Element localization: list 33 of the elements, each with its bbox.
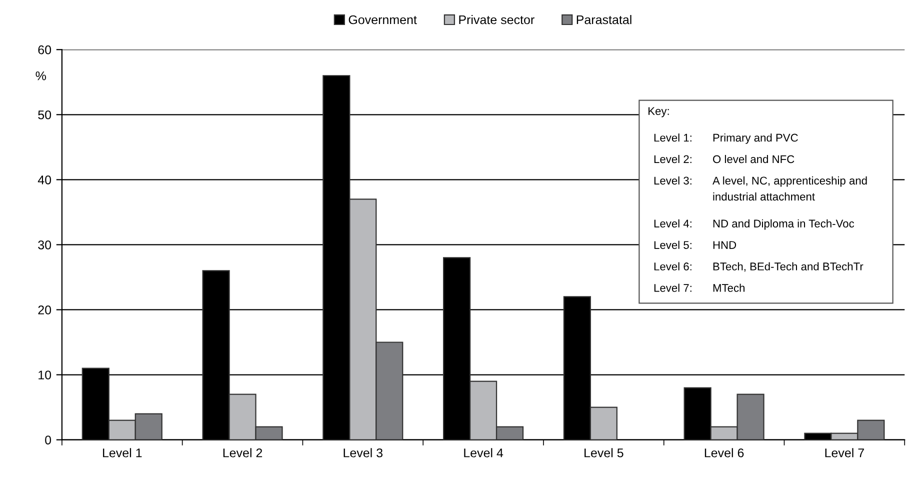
legend-label: Government: [348, 15, 417, 24]
y-tick-label: 40: [38, 175, 52, 184]
x-tick-label: Level 1: [103, 448, 142, 458]
annotation: MTech: [713, 284, 744, 292]
x-tick-label: Level 5: [584, 448, 624, 458]
x-tick-label: Level 4: [464, 448, 504, 458]
x-tick-label: Level 2: [223, 448, 262, 458]
x-tick-label: Level 7: [825, 448, 864, 458]
annotation: Level 5:: [654, 240, 692, 249]
legend-label: Parastatal: [576, 15, 632, 24]
y-tick-label: 20: [38, 306, 52, 314]
annotation: O level and NFC: [713, 154, 794, 164]
annotation: HND: [713, 241, 736, 249]
annotation: Level 6:: [654, 262, 692, 270]
y-tick-label: 0: [45, 436, 52, 444]
annotation: A level, NC, apprenticeship and industrial attachment: [712, 176, 867, 201]
annotation: Level 3:: [654, 176, 692, 185]
annotation: Key:: [648, 107, 669, 118]
x-tick-label: Level 3: [344, 448, 383, 458]
annotation: Level 2:: [654, 154, 692, 164]
y-axis-title: %: [36, 71, 46, 80]
y-tick-label: 50: [38, 110, 52, 120]
y-tick-label: 60: [38, 45, 52, 54]
annotation: Level 7:: [654, 284, 692, 292]
y-tick-label: 10: [38, 370, 52, 380]
legend-label: Private sector: [459, 15, 534, 24]
annotation: Primary and PVC: [713, 134, 798, 144]
annotation: Level 4:: [654, 219, 692, 228]
y-tick-label: 30: [38, 240, 52, 250]
annotation: Level 1:: [654, 134, 692, 142]
annotation: BTech, BEd-Tech and BTechTr: [713, 262, 864, 272]
x-tick-label: Level 6: [704, 448, 744, 458]
annotation: ND and Diploma in Tech-Voc: [713, 219, 854, 230]
